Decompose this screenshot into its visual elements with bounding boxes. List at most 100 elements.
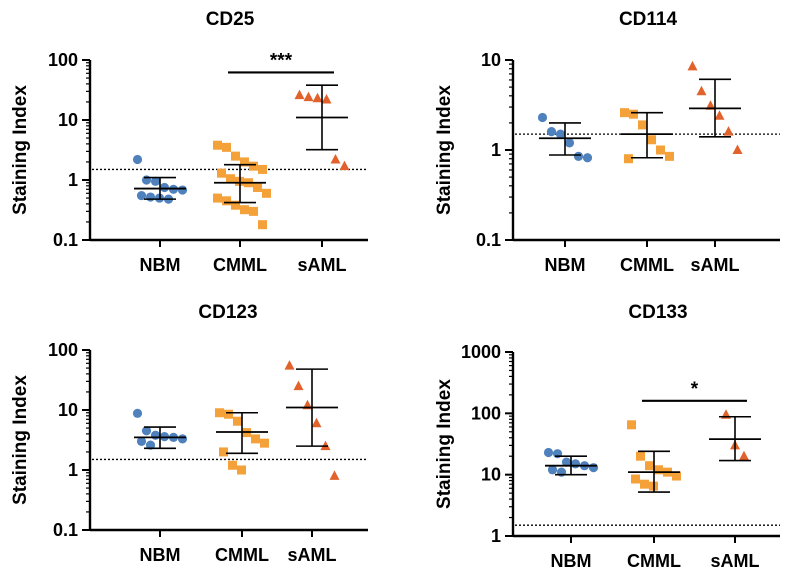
data-point-cmml xyxy=(631,474,640,484)
y-tick-label: 1 xyxy=(491,526,501,546)
data-point-cmml xyxy=(654,465,663,475)
y-tick-label: 0.1 xyxy=(476,230,501,250)
data-point-saml xyxy=(311,417,322,428)
data-point-nbm xyxy=(564,138,575,148)
x-tick-label: NBM xyxy=(551,551,592,571)
y-tick-label: 1 xyxy=(491,140,501,160)
data-point-nbm xyxy=(555,129,566,139)
data-point-cmml xyxy=(258,220,267,230)
data-point-cmml xyxy=(647,135,656,145)
data-point-nbm xyxy=(177,185,188,195)
data-point-saml xyxy=(294,89,305,100)
data-point-saml xyxy=(312,92,323,103)
data-point-cmml xyxy=(672,471,681,481)
data-point-nbm xyxy=(547,465,558,475)
y-tick-label: 0.1 xyxy=(53,230,78,250)
chart-title: CD123 xyxy=(198,302,257,323)
data-point-nbm xyxy=(145,440,156,450)
data-point-cmml xyxy=(624,154,633,164)
y-axis-label: Staining Index xyxy=(434,85,455,215)
data-point-cmml xyxy=(249,161,258,171)
data-point-saml xyxy=(714,110,725,120)
data-point-cmml xyxy=(231,200,240,210)
data-point-cmml xyxy=(237,465,246,475)
x-tick-label: sAML xyxy=(298,255,347,275)
data-point-cmml xyxy=(620,108,629,118)
data-point-saml xyxy=(687,60,698,71)
data-point-cmml xyxy=(228,460,237,470)
data-point-cmml xyxy=(638,120,647,130)
x-tick-label: CMML xyxy=(627,551,681,571)
chart-title: CD133 xyxy=(628,302,687,323)
x-tick-label: NBM xyxy=(140,545,181,565)
data-point-nbm xyxy=(132,154,143,165)
significance-label: *** xyxy=(270,50,293,71)
data-point-nbm xyxy=(136,436,147,446)
data-point-nbm xyxy=(150,430,161,440)
chart-title: CD114 xyxy=(619,9,678,30)
x-tick-label: sAML xyxy=(288,545,337,565)
data-point-saml xyxy=(284,360,295,370)
data-point-cmml xyxy=(213,140,222,150)
x-tick-label: CMML xyxy=(620,255,674,275)
data-point-cmml xyxy=(215,408,224,418)
data-point-saml xyxy=(732,144,743,154)
panel-cd133: CD133 Staining Index 1 10 100 1000 NBM CMML sAML… xyxy=(434,302,780,571)
x-tick-label: sAML xyxy=(691,255,740,275)
data-point-cmml xyxy=(231,151,240,161)
significance-label: * xyxy=(691,379,699,400)
data-point-saml xyxy=(321,93,332,104)
data-point-nbm xyxy=(150,176,161,186)
y-axis-label: Staining Index xyxy=(434,379,455,509)
y-tick-label: 0.1 xyxy=(53,520,78,540)
data-point-cmml xyxy=(222,142,231,152)
data-point-nbm xyxy=(136,190,147,201)
data-point-cmml xyxy=(260,438,269,448)
y-tick-label: 100 xyxy=(48,50,78,70)
data-point-cmml xyxy=(249,206,258,216)
data-point-cmml xyxy=(656,145,665,155)
data-point-nbm xyxy=(561,457,572,467)
data-point-cmml xyxy=(217,168,226,178)
data-point-saml xyxy=(329,470,340,480)
data-point-saml xyxy=(293,380,304,391)
x-tick-label: CMML xyxy=(213,255,267,275)
data-point-cmml xyxy=(645,461,654,471)
data-point-nbm xyxy=(132,408,143,418)
data-point-cmml xyxy=(233,416,242,426)
data-point-nbm xyxy=(145,192,156,202)
data-point-cmml xyxy=(627,420,636,430)
panel-cd25: CD25 Staining Index 0.1 1 10 100 NBM CMML sAML **… xyxy=(10,9,368,275)
data-point-nbm xyxy=(582,153,593,163)
y-tick-label: 10 xyxy=(481,465,501,485)
panel-cd114: CD114 Staining Index 0.1 1 10 NBM CMML sAML xyxy=(434,9,780,275)
data-point-cmml xyxy=(640,479,649,489)
data-point-saml xyxy=(303,91,314,102)
data-point-cmml xyxy=(629,109,638,119)
data-point-saml xyxy=(330,153,341,164)
data-point-cmml xyxy=(253,182,262,192)
data-point-nbm xyxy=(159,182,170,193)
data-point-cmml xyxy=(262,188,271,198)
data-point-cmml xyxy=(222,196,231,206)
y-tick-label: 1000 xyxy=(461,342,501,362)
y-tick-label: 1 xyxy=(68,170,78,190)
data-point-cmml xyxy=(219,447,228,457)
data-point-nbm xyxy=(141,426,152,436)
y-tick-label: 10 xyxy=(58,110,78,130)
y-tick-label: 10 xyxy=(481,50,501,70)
data-point-saml xyxy=(723,126,734,136)
data-point-cmml xyxy=(258,164,267,174)
data-point-nbm xyxy=(543,447,554,458)
y-tick-label: 100 xyxy=(471,403,501,423)
data-point-saml xyxy=(705,100,716,110)
data-point-nbm xyxy=(537,112,548,123)
y-tick-label: 10 xyxy=(58,400,78,420)
data-point-cmml xyxy=(240,157,249,167)
y-axis-label: Staining Index xyxy=(10,375,31,505)
y-tick-label: 100 xyxy=(48,340,78,360)
x-tick-label: CMML xyxy=(215,545,269,565)
x-tick-label: sAML xyxy=(711,551,760,571)
y-tick-label: 1 xyxy=(68,460,78,480)
